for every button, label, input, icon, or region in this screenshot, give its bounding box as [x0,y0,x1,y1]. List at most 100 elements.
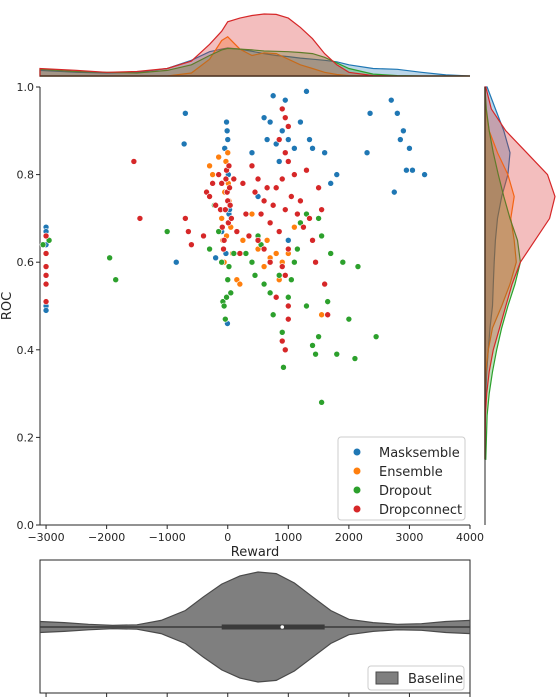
x-tick-label: 1000 [274,531,302,544]
scatter-point-dropout [223,293,230,301]
y-tick-label: 0.6 [17,256,35,269]
scatter-point-ensemble [263,237,271,244]
scatter-point-dropout [260,280,268,288]
scatter-point-dropout [303,302,310,310]
scatter-point-masksemble [387,96,395,104]
scatter-point-ensemble [239,237,247,244]
scatter-point-dropconnect [318,206,325,213]
scatter-point-ensemble [209,171,216,178]
scatter-point-dropout [318,399,325,406]
scatter-point-dropconnect [228,215,235,222]
scatter-point-ensemble [291,223,298,231]
scatter-point-dropout [318,232,325,240]
scatter-point-dropconnect [257,210,265,218]
legend-box [337,436,466,521]
scatter-point-dropout [218,258,225,266]
x-tick-label: −2000 [88,531,125,544]
scatter-point-dropout [354,263,362,270]
scatter-point-dropconnect [42,250,50,257]
scatter-point-dropconnect [251,188,259,196]
y-tick-label: 0.4 [17,344,35,357]
legend-label-masksemble: Masksemble [379,446,460,461]
legend-label-ensemble: Ensemble [379,465,443,480]
scatter-point-dropout [351,355,359,362]
scatter-point-dropout [206,245,213,253]
scatter-point-dropout [372,333,380,340]
violin-legend: Baseline [367,665,465,691]
scatter-point-dropconnect [275,228,283,235]
scatter-point-ensemble [215,153,222,161]
scatter-point-dropout [327,250,335,257]
scatter-point-dropout [225,263,233,270]
legend-label-dropconnect: Dropconnect [379,503,462,518]
scatter-point-dropconnect [212,201,219,209]
scatter-point-dropout [339,258,347,266]
scatter-point-dropconnect [42,232,50,240]
scatter-point-dropconnect [309,237,316,244]
scatter-point-dropconnect [233,228,241,235]
scatter-point-dropconnect [218,180,225,187]
scatter-point-dropconnect [209,180,216,187]
scatter-point-masksemble [223,118,230,126]
scatter-point-masksemble [260,114,268,121]
x-tick-label: 4000 [456,531,484,544]
scatter-point-masksemble [394,109,401,117]
scatter-point-dropout [163,228,171,235]
scatter-point-masksemble [224,136,232,143]
scatter-point-dropconnect [297,197,304,205]
scatter-point-dropconnect [239,180,247,187]
scatter-point-masksemble [421,171,428,178]
scatter-point-ensemble [218,215,225,222]
scatter-point-ensemble [248,210,256,218]
scatter-point-dropconnect [291,171,298,178]
scatter-point-dropconnect [278,263,286,270]
scatter-point-dropconnect [278,175,286,183]
x-tick-label: 3000 [395,531,423,544]
top-kde-dropconnect [39,13,470,77]
scatter-point-ensemble [206,162,213,170]
scatter-point-dropconnect [263,184,271,192]
scatter-point-dropconnect [226,184,233,192]
scatter-point-masksemble [269,92,277,100]
scatter-point-dropconnect [260,197,268,205]
scatter-point-masksemble [275,158,283,165]
scatter-point-dropout [345,315,353,323]
scatter-point-dropconnect [42,272,50,279]
x-axis-label: Reward [231,545,279,560]
y-tick-label: 0.2 [17,431,35,444]
scatter-point-masksemble [333,171,341,178]
scatter-point-masksemble [409,166,416,174]
scatter-point-ensemble [236,280,244,288]
scatter-point-masksemble [285,136,292,143]
legend-marker-dropout [353,486,361,494]
scatter-point-dropout [106,254,113,262]
scatter-point-dropconnect [130,158,138,165]
violin-legend-swatch [375,671,399,685]
scatter-point-ensemble [260,263,268,270]
scatter-point-masksemble [403,166,410,174]
scatter-point-masksemble [263,136,271,143]
legend-label-dropout: Dropout [379,484,432,499]
legend-marker-masksemble [353,448,361,456]
scatter-point-masksemble [306,136,313,143]
scatter-point-dropconnect [272,184,280,192]
scatter-point-dropout [248,258,256,266]
y-axis-label: ROC [0,292,15,320]
scatter-point-dropconnect [324,311,331,319]
scatter-point-dropconnect [42,263,50,270]
scatter-point-dropout [285,293,292,301]
scatter-point-dropout [309,342,316,349]
scatter-point-masksemble [390,188,398,196]
scatter-point-masksemble [248,149,256,156]
y-tick-label: 1.0 [17,81,35,94]
y-tick-label: 0.0 [17,519,35,532]
scatter-point-dropout [266,289,274,297]
scatter-point-dropout [278,328,286,336]
scatter-point-dropconnect [294,210,301,218]
scatter-point-masksemble [291,145,298,152]
scatter-point-masksemble [366,109,374,117]
scatter-point-dropout [275,272,283,279]
scatter-point-masksemble [303,88,310,95]
scatter-point-dropout [312,350,319,358]
scatter-point-dropout [224,276,232,284]
